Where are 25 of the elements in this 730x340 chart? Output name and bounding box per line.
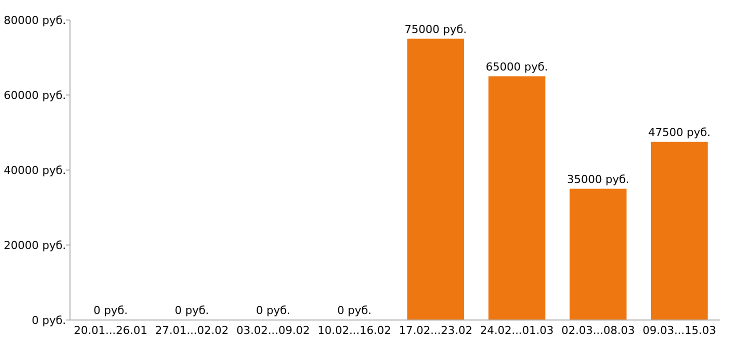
y-tick-label: 20000 руб. [4,239,66,252]
data-label: 35000 руб. [566,172,630,186]
bar [488,76,546,320]
bar [407,38,464,320]
x-tick-label: 09.03...15.03 [642,324,716,337]
data-label: 75000 руб. [404,22,467,36]
x-tick-label: 17.02...23.02 [398,324,472,337]
data-label: 65000 руб. [486,60,548,74]
x-tick-label: 24.02...01.03 [480,324,554,337]
y-tick-label: 0 руб. [32,314,66,327]
data-label: 0 руб. [174,304,210,317]
x-tick-label: 03.02...09.02 [236,324,310,337]
data-label: 47500 руб. [648,126,711,139]
bar [650,142,708,320]
x-tick-label: 10.02...16.02 [318,324,392,337]
x-tick-label: 20.01...26.01 [74,324,148,337]
data-label: 0 руб. [93,304,128,317]
y-tick-label: 80000 руб. [4,14,66,27]
x-tick-label: 27.01...02.02 [155,324,229,337]
data-label: 0 руб. [256,304,290,317]
y-tick-label: 40000 руб. [4,164,66,177]
bar [570,188,627,320]
y-tick-label: 60000 руб. [4,89,66,102]
data-label: 0 руб. [337,304,372,317]
x-tick-label: 02.03...08.03 [561,324,635,337]
